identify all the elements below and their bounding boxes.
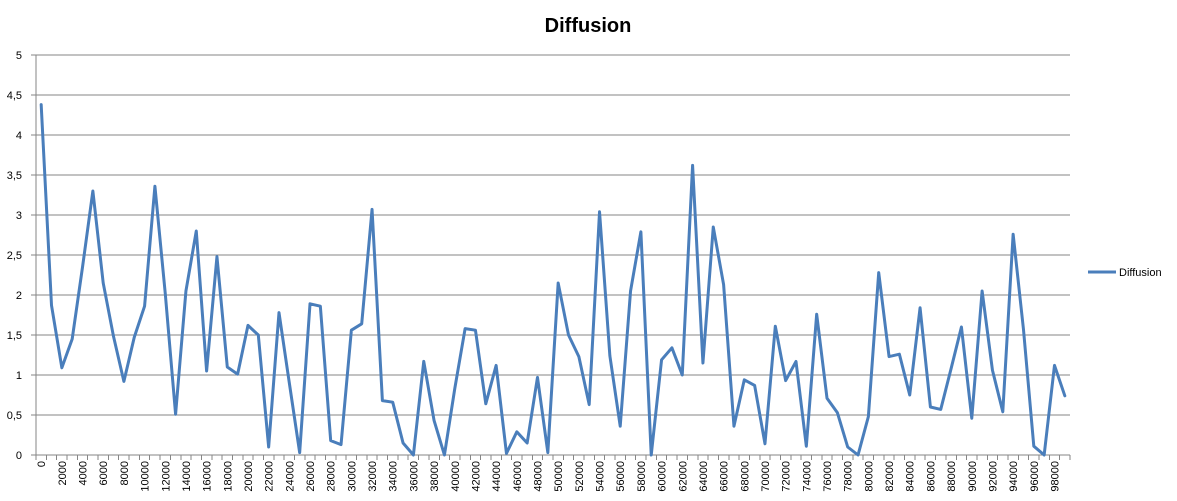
x-tick-label: 86000 [925, 461, 937, 492]
x-tick-label: 38000 [429, 461, 441, 492]
x-tick-label: 26000 [305, 461, 317, 492]
x-tick-label: 22000 [264, 461, 276, 492]
x-tick-label: 32000 [367, 461, 379, 492]
x-tick-label: 4000 [78, 461, 90, 485]
y-tick-label: 2,5 [7, 250, 22, 262]
x-tick-label: 80000 [863, 461, 875, 492]
x-tick-label: 10000 [140, 461, 152, 492]
y-tick-label: 1,5 [7, 330, 22, 342]
x-tick-label: 0 [36, 461, 48, 467]
x-tick-label: 24000 [284, 461, 296, 492]
y-tick-label: 0,5 [7, 410, 22, 422]
x-tick-label: 76000 [822, 461, 834, 492]
x-tick-label: 72000 [781, 461, 793, 492]
y-tick-label: 1 [16, 370, 22, 382]
x-tick-label: 48000 [532, 461, 544, 492]
x-tick-label: 42000 [470, 461, 482, 492]
x-tick-label: 92000 [987, 461, 999, 492]
x-tick-label: 8000 [119, 461, 131, 485]
x-tick-label: 96000 [1029, 461, 1041, 492]
x-tick-label: 60000 [657, 461, 669, 492]
axes [31, 54, 1071, 460]
x-tick-label: 36000 [408, 461, 420, 492]
x-tick-label: 12000 [160, 461, 172, 492]
x-tick-label: 40000 [450, 461, 462, 492]
x-tick-label: 62000 [677, 461, 689, 492]
x-tick-label: 28000 [326, 461, 338, 492]
x-tick-label: 90000 [967, 461, 979, 492]
legend-label-diffusion: Diffusion [1119, 267, 1162, 279]
x-tick-label: 18000 [222, 461, 234, 492]
y-axis-tick-labels: 0 0,5 1 1,5 2 2,5 3 3,5 4 4,5 5 [7, 50, 22, 462]
x-tick-label: 88000 [946, 461, 958, 492]
x-tick-label: 20000 [243, 461, 255, 492]
gridlines [36, 54, 1070, 416]
x-tick-label: 70000 [760, 461, 772, 492]
y-tick-label: 4,5 [7, 90, 22, 102]
series-lines [39, 103, 1067, 457]
x-tick-label: 50000 [553, 461, 565, 492]
x-tick-label: 94000 [1008, 461, 1020, 492]
x-tick-label: 52000 [574, 461, 586, 492]
x-tick-label: 68000 [739, 461, 751, 492]
x-tick-label: 46000 [512, 461, 524, 492]
x-tick-label: 44000 [491, 461, 503, 492]
y-tick-label: 4 [16, 130, 22, 142]
x-tick-label: 82000 [884, 461, 896, 492]
legend: Diffusion [1088, 267, 1162, 279]
x-tick-label: 56000 [615, 461, 627, 492]
y-tick-label: 5 [16, 50, 22, 62]
x-tick-label: 14000 [181, 461, 193, 492]
series-line-diffusion [39, 103, 1067, 457]
x-tick-label: 74000 [801, 461, 813, 492]
x-axis-tick-labels: 0 2000 4000 6000 8000 10000 12000 14000 16000 180… [36, 461, 1061, 492]
x-tick-label: 84000 [905, 461, 917, 492]
chart-title: Diffusion [545, 15, 632, 37]
x-tick-label: 98000 [1049, 461, 1061, 492]
x-tick-label: 54000 [595, 461, 607, 492]
x-tick-label: 58000 [636, 461, 648, 492]
x-tick-label: 66000 [719, 461, 731, 492]
x-tick-label: 16000 [202, 461, 214, 492]
y-tick-label: 3 [16, 210, 22, 222]
x-tick-label: 34000 [388, 461, 400, 492]
x-tick-label: 2000 [57, 461, 69, 485]
y-tick-label: 0 [16, 450, 22, 462]
x-tick-label: 6000 [98, 461, 110, 485]
y-tick-label: 3,5 [7, 170, 22, 182]
x-tick-label: 78000 [843, 461, 855, 492]
x-tick-label: 64000 [698, 461, 710, 492]
x-tick-label: 30000 [346, 461, 358, 492]
y-tick-label: 2 [16, 290, 22, 302]
